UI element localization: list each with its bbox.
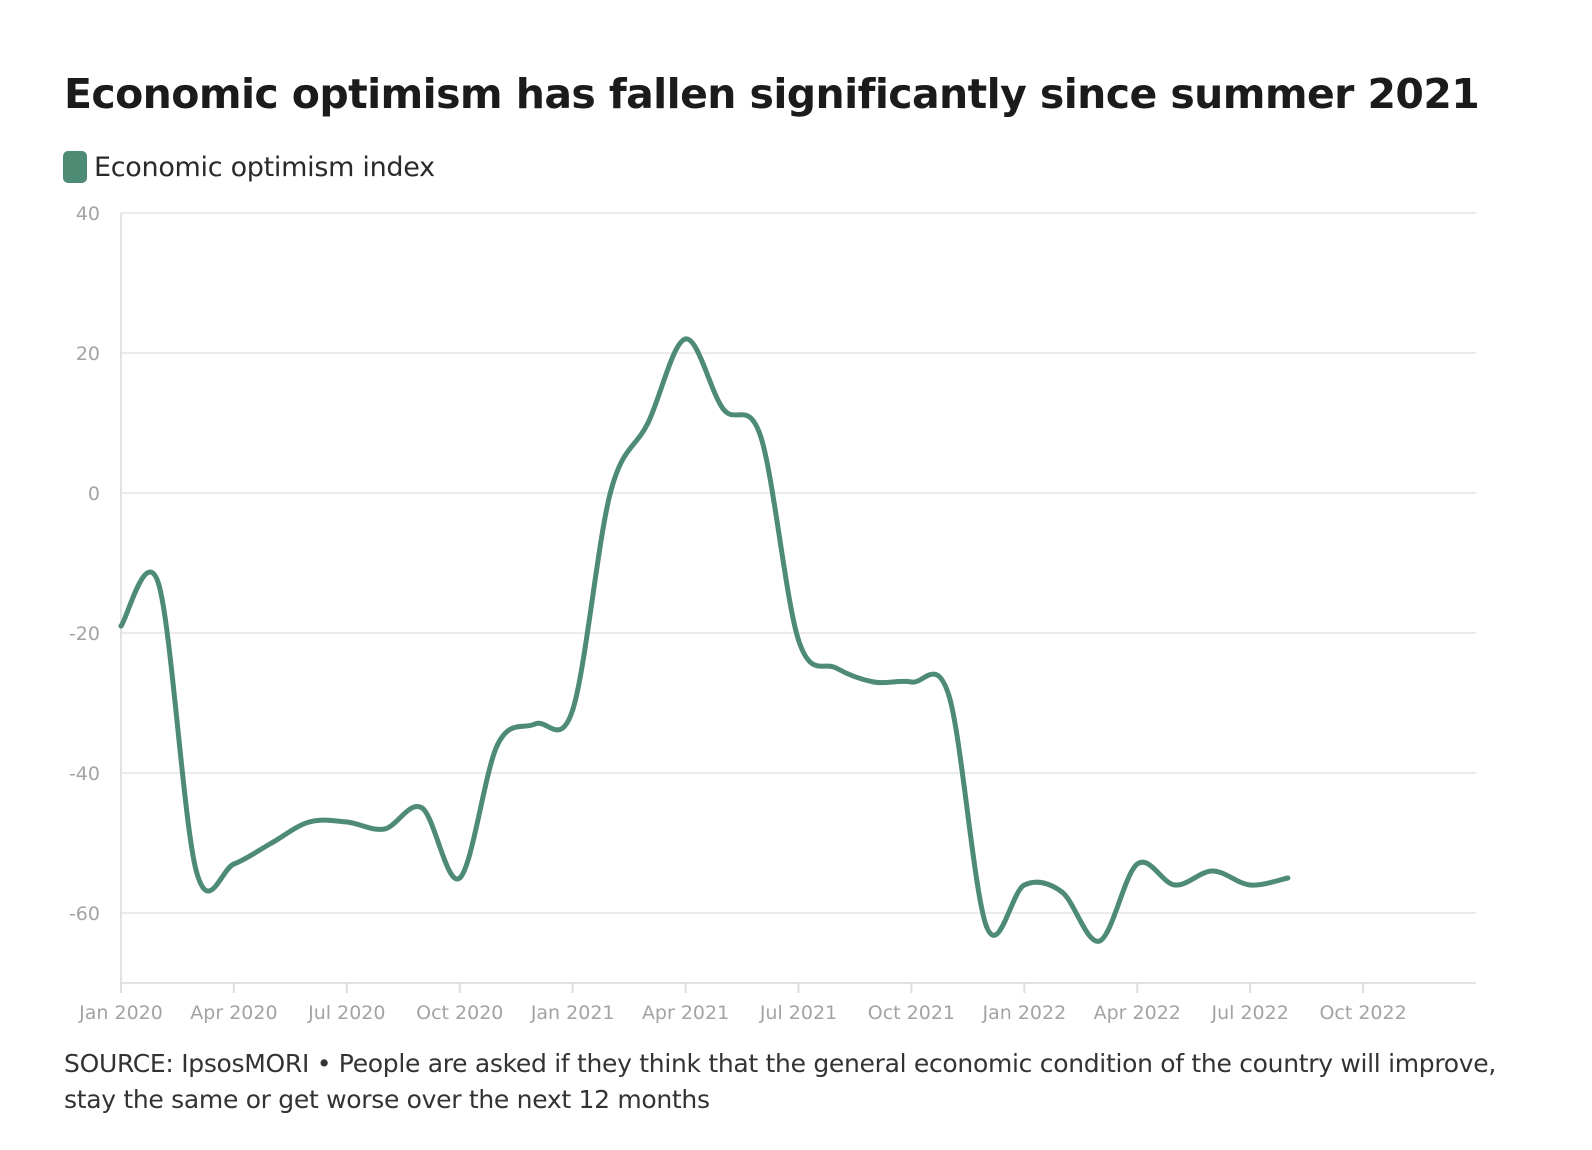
x-tick-label: Apr 2021 [642, 1002, 729, 1024]
y-tick-label: -40 [69, 763, 100, 785]
axes [120, 213, 1476, 984]
data-point [720, 406, 726, 412]
data-point [1247, 882, 1253, 888]
legend-label: Economic optimism index [94, 151, 435, 183]
x-tick-label: Oct 2022 [1319, 1002, 1406, 1024]
data-point [1134, 861, 1140, 867]
series [118, 336, 1291, 944]
x-tick-label: Jul 2022 [1211, 1002, 1289, 1024]
legend: Economic optimism index [63, 150, 435, 184]
data-point [156, 581, 162, 587]
chart-title: Economic optimism has fallen significant… [64, 70, 1480, 118]
data-point [381, 826, 387, 832]
y-tick-label: 20 [76, 343, 100, 365]
y-tick-label: -20 [69, 623, 100, 645]
x-axis-ticks: Jan 2020 Apr 2020 Jul 2020 Oct 2020 Jan 2021… [78, 983, 1407, 1024]
legend-swatch [63, 151, 87, 183]
data-point [1210, 868, 1216, 874]
gridlines [121, 212, 1476, 914]
data-point [532, 721, 538, 727]
data-point [1285, 875, 1291, 881]
data-point [607, 490, 613, 496]
data-point [758, 434, 764, 440]
x-tick-label: Apr 2020 [190, 1002, 277, 1024]
data-point [231, 861, 237, 867]
data-point [193, 868, 199, 874]
data-point [1172, 882, 1178, 888]
x-tick-label: Jan 2021 [530, 1002, 615, 1024]
data-point [1059, 889, 1065, 895]
data-point [645, 420, 651, 426]
data-point [984, 924, 990, 930]
data-point [1097, 938, 1103, 944]
source-note: SOURCE: IpsosMORI • People are asked if … [64, 1049, 1497, 1114]
data-point [494, 742, 500, 748]
data-point [871, 679, 877, 685]
data-point [796, 637, 801, 643]
x-tick-label: Oct 2020 [416, 1002, 503, 1024]
data-point [344, 819, 350, 825]
data-point [570, 707, 576, 713]
y-tick-label: 40 [76, 203, 100, 225]
y-tick-label: -60 [69, 903, 100, 925]
data-point [1021, 882, 1027, 888]
data-point [118, 623, 124, 629]
data-point [306, 819, 312, 825]
x-tick-label: Jul 2021 [759, 1002, 837, 1024]
data-point [683, 336, 689, 342]
x-tick-label: Jul 2020 [307, 1002, 385, 1024]
data-point [946, 693, 952, 699]
x-tick-label: Jan 2022 [981, 1002, 1066, 1024]
data-point [908, 679, 914, 685]
data-point [833, 665, 839, 671]
data-point [457, 875, 463, 881]
y-axis-ticks: 40 20 0 -20 -40 -60 [69, 203, 100, 925]
y-tick-label: 0 [88, 483, 100, 505]
data-point [269, 840, 275, 846]
x-tick-label: Jan 2020 [78, 1002, 163, 1024]
series-line-economic-optimism-index [118, 336, 1291, 944]
data-point [419, 805, 425, 811]
x-tick-label: Oct 2021 [868, 1002, 955, 1024]
x-tick-label: Apr 2022 [1094, 1002, 1181, 1024]
